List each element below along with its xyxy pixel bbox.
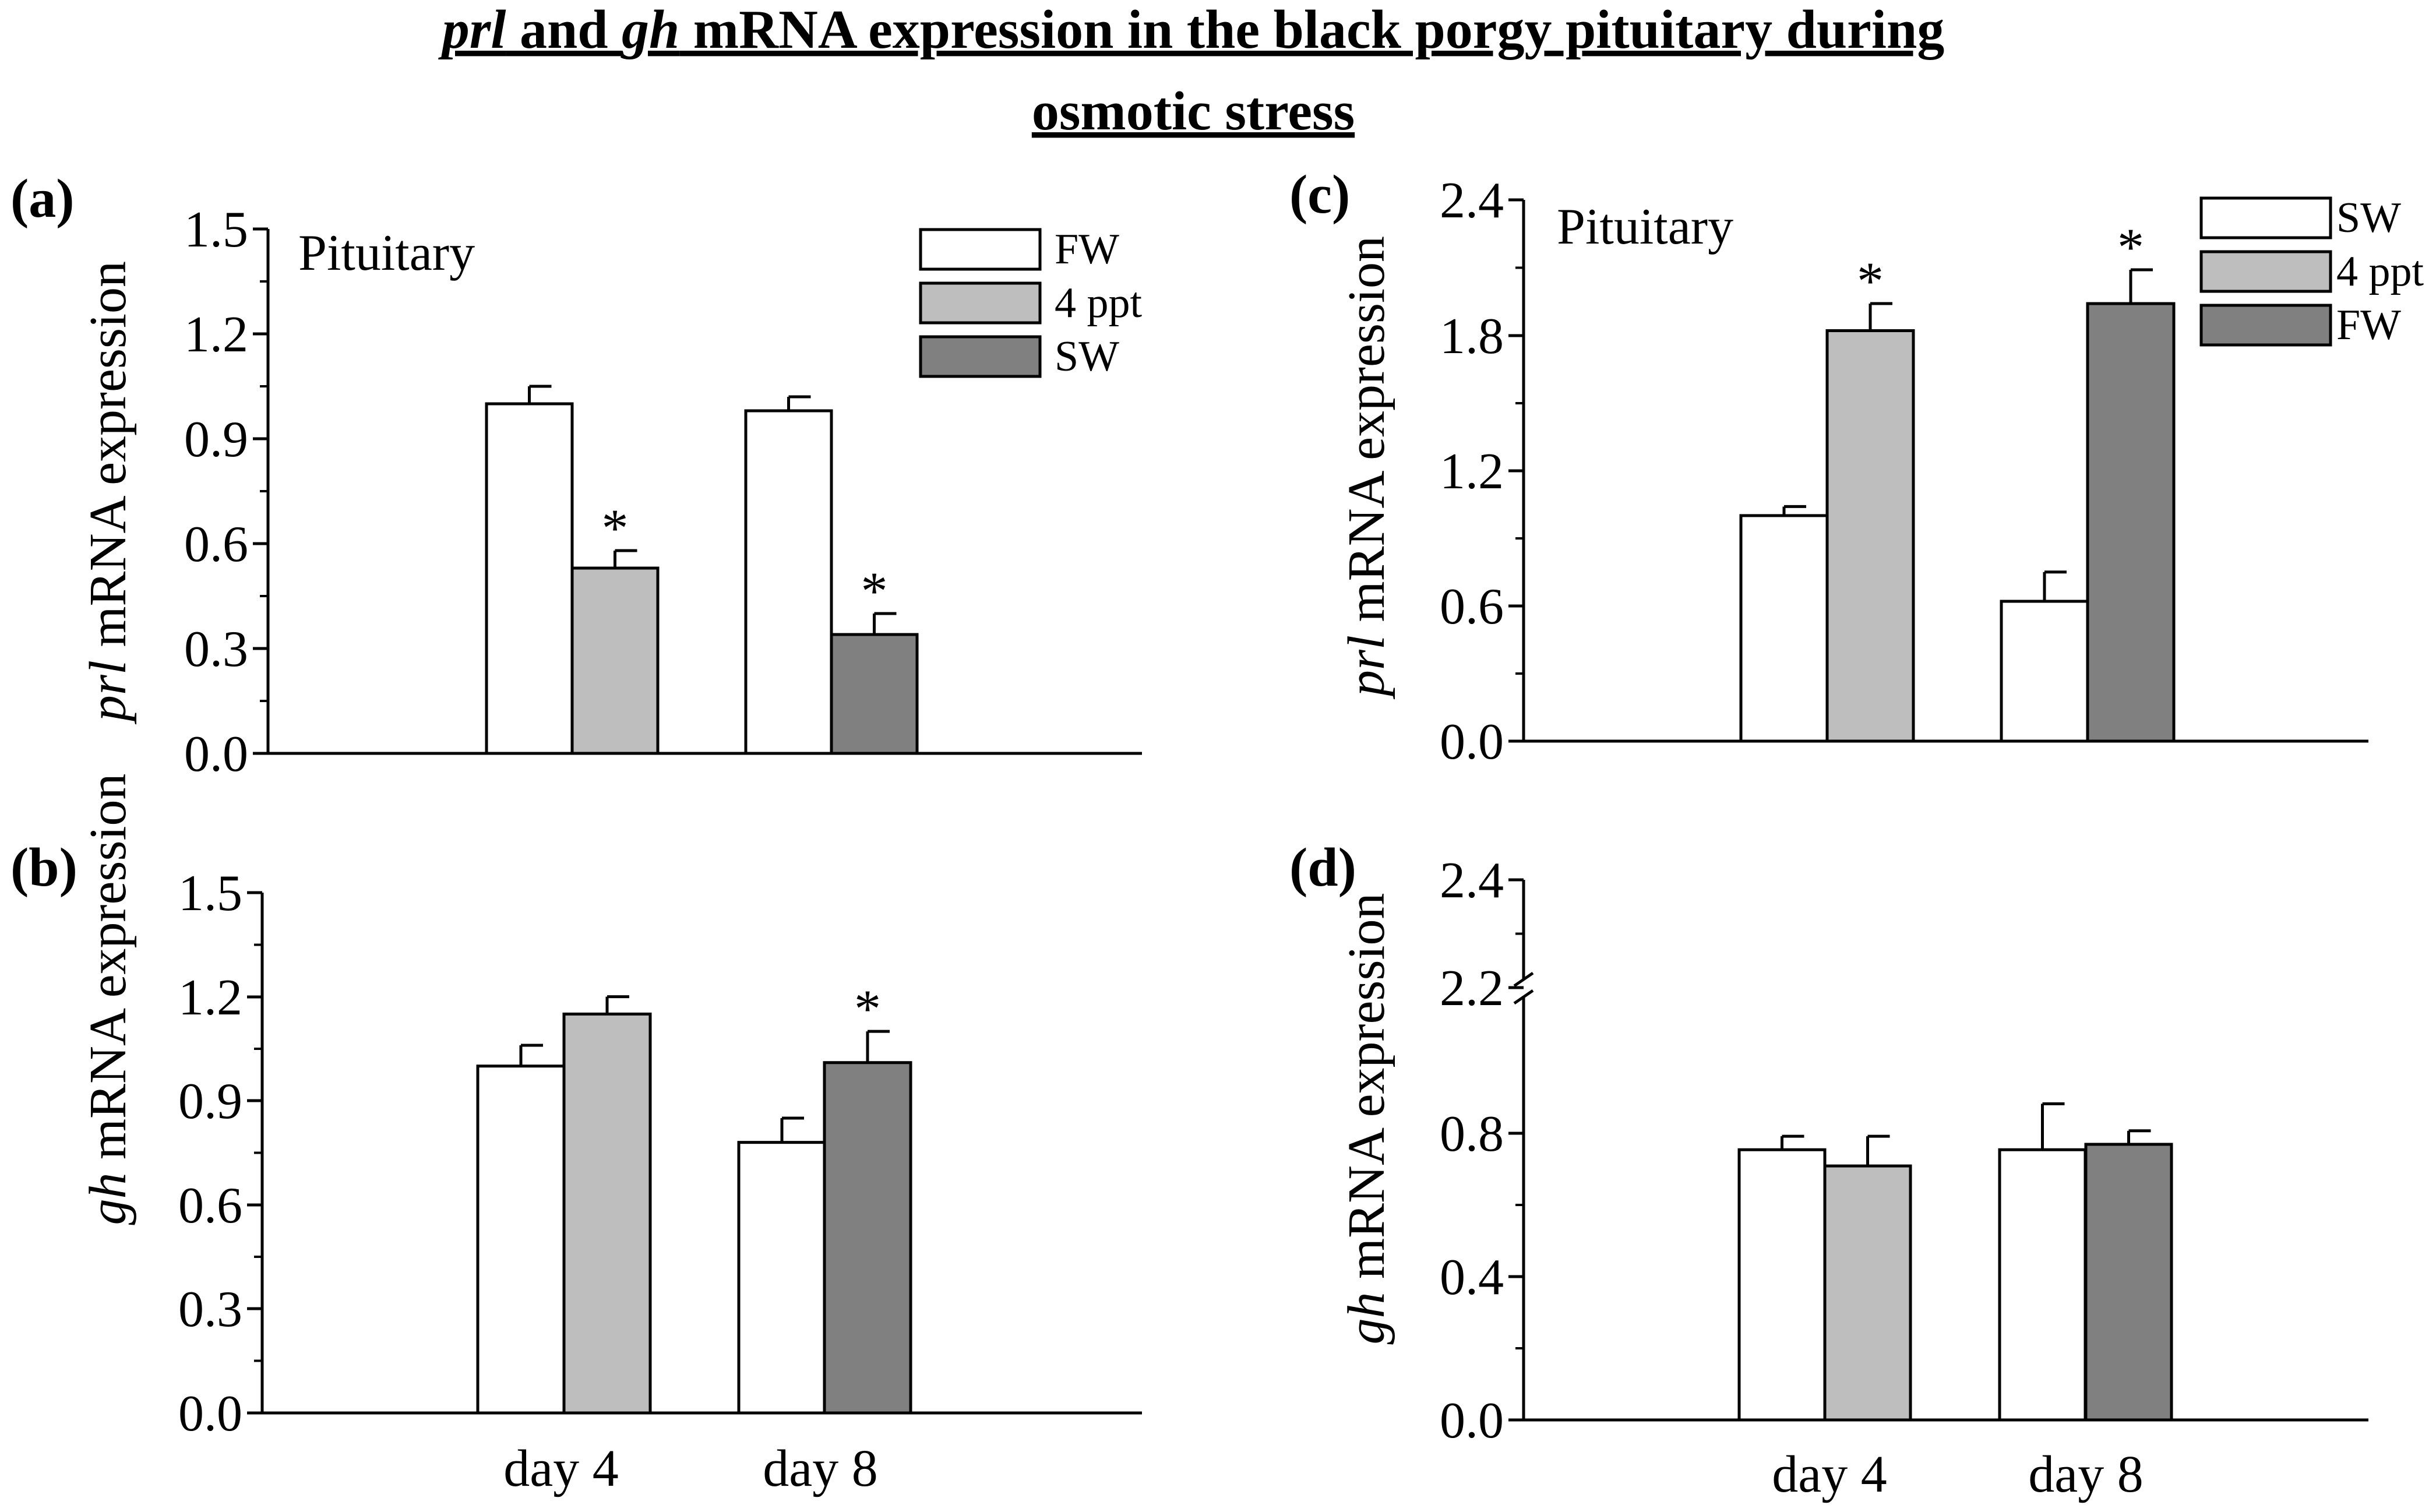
- y-tick-label: 0.9: [178, 1073, 242, 1130]
- figure-title-line-2: osmotic stress: [1032, 81, 1355, 142]
- bar-day4-FW: [476, 1065, 566, 1415]
- y-tick-label: 0.0: [178, 1386, 242, 1442]
- legend-label: 4 ppt: [2336, 248, 2424, 295]
- significance-star: *: [602, 498, 629, 558]
- bar-day8-SW: [823, 1061, 912, 1415]
- legend-label: FW: [2336, 301, 2401, 349]
- y-axis-label: gh mRNA expression: [79, 774, 137, 1225]
- figure-title-line-1: prl and gh mRNA expression in the black …: [438, 0, 1945, 60]
- legend-swatch: [2199, 304, 2332, 347]
- panel-b: (b) 0.0 0.3 0.6 0.9 1.2 1.5 gh mRNA expression *…: [10, 774, 1142, 1497]
- y-axis-label-gene: prl: [79, 660, 137, 725]
- y-axis-label-gene: gh: [1338, 1292, 1395, 1344]
- y-tick-label: 0.6: [178, 1178, 242, 1234]
- bar-day8-SW: [2000, 600, 2089, 743]
- y-tick-label: 0.6: [1440, 579, 1504, 635]
- y-tick-label: 0.4: [1440, 1249, 1504, 1306]
- y-axis-label-rest: mRNA expression: [79, 261, 137, 660]
- y-axis-label-rest: mRNA expression: [1338, 893, 1395, 1292]
- y-tick-label: 1.2: [178, 970, 242, 1026]
- bar-day8-FW: [2084, 1143, 2173, 1422]
- panel-label: (b): [10, 837, 77, 898]
- y-tick-label: 0.3: [184, 621, 248, 678]
- significance-star: *: [861, 561, 888, 621]
- y-axis-label-gene: prl: [1338, 635, 1395, 700]
- y-axis-label-gene: gh: [79, 1172, 137, 1225]
- y-tick-label: 0.8: [1440, 1106, 1504, 1162]
- significance-star: *: [2117, 217, 2144, 277]
- x-category-label: day 4: [503, 1440, 618, 1497]
- legend-swatch: [2199, 250, 2332, 293]
- legend-swatch: [2199, 196, 2332, 239]
- y-tick-label: 2.2: [1440, 960, 1504, 1017]
- bar-day4-FW: [485, 402, 574, 755]
- y-tick-label: 2.4: [1440, 172, 1504, 229]
- bar-day4-SW: [1739, 514, 1829, 743]
- legend-label: SW: [1055, 333, 1119, 380]
- y-tick-label: 0.9: [184, 411, 248, 468]
- y-axis-label: gh mRNA expression: [1338, 893, 1395, 1345]
- bar-day4-SW: [1737, 1148, 1827, 1422]
- bar-day8-SW: [830, 633, 919, 755]
- legend-label: SW: [2336, 194, 2401, 242]
- x-category-label: day 8: [763, 1440, 877, 1497]
- panel-label: (d): [1289, 837, 1356, 898]
- x-category-label: day 4: [1772, 1446, 1887, 1503]
- panel-a: (a) 0.0 0.3 0.6 0.9 1.2 1.5 prl mRNA expression…: [10, 168, 1143, 783]
- inset-label: Pituitary: [298, 225, 475, 281]
- bar-day8-SW: [1998, 1148, 2087, 1422]
- significance-star: *: [1857, 251, 1884, 311]
- legend-label: 4 ppt: [1055, 279, 1143, 327]
- legend-swatch: [919, 228, 1042, 271]
- y-tick-label: 0.0: [1440, 714, 1504, 770]
- y-axis-label-rest: mRNA expression: [79, 774, 137, 1173]
- bar-day4-4ppt: [1825, 329, 1915, 743]
- panel-label: (a): [10, 168, 75, 229]
- y-tick-label: 0.3: [178, 1281, 242, 1338]
- bar-day4-4ppt: [562, 1012, 652, 1415]
- panel-d: (d) 0.0 0.4 0.8 2.2 2.4 gh mRNA expression day …: [1289, 837, 2368, 1503]
- panel-label: (c): [1289, 164, 1350, 225]
- legend-swatch: [919, 281, 1042, 325]
- legend-label: FW: [1055, 225, 1119, 273]
- y-tick-label: 0.0: [1440, 1393, 1504, 1449]
- inset-label: Pituitary: [1557, 199, 1733, 255]
- y-tick-label: 1.2: [1440, 443, 1504, 500]
- significance-star: *: [854, 979, 881, 1038]
- y-tick-label: 1.8: [1440, 308, 1504, 365]
- axis-break-mark: [1513, 989, 1534, 1005]
- bar-day8-FW: [2086, 302, 2176, 743]
- bar-day4-4ppt: [570, 566, 660, 755]
- legend-swatch: [919, 335, 1042, 378]
- y-tick-label: 1.2: [184, 306, 248, 363]
- y-tick-label: 1.5: [178, 865, 242, 922]
- y-tick-label: 0.6: [184, 516, 248, 573]
- y-tick-label: 1.5: [184, 202, 248, 258]
- y-axis-label-rest: mRNA expression: [1338, 236, 1395, 635]
- axis-break-mark: [1513, 971, 1534, 988]
- bar-day8-FW: [737, 1141, 827, 1415]
- bar-day4-4ppt: [1823, 1164, 1912, 1422]
- y-axis-label: prl mRNA expression: [79, 261, 137, 725]
- bar-day8-FW: [744, 409, 833, 755]
- y-axis-label: prl mRNA expression: [1338, 236, 1395, 700]
- y-tick-label: 2.4: [1440, 852, 1504, 909]
- y-tick-label: 0.0: [184, 726, 248, 783]
- x-category-label: day 8: [2028, 1446, 2143, 1503]
- panel-c: (c) 0.0 0.6 1.2 1.8 2.4 prl mRNA expression Pit…: [1289, 164, 2424, 770]
